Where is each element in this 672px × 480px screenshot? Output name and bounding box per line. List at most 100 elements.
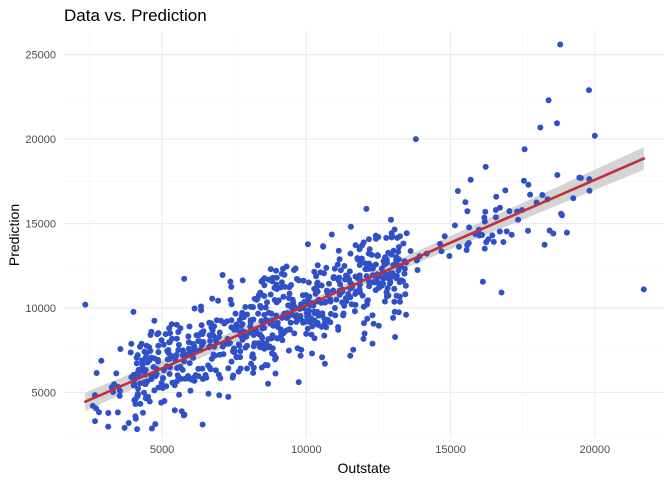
data-point bbox=[281, 271, 288, 278]
data-point bbox=[336, 291, 343, 298]
data-point bbox=[262, 304, 269, 311]
data-point bbox=[155, 349, 162, 356]
data-point bbox=[506, 208, 513, 215]
data-point bbox=[327, 296, 334, 303]
data-point bbox=[335, 277, 342, 284]
data-point bbox=[179, 352, 186, 359]
data-point bbox=[372, 261, 379, 268]
data-point bbox=[388, 230, 395, 237]
data-point bbox=[280, 293, 287, 300]
data-point bbox=[318, 323, 325, 330]
data-point bbox=[135, 385, 141, 392]
data-point bbox=[320, 243, 327, 250]
data-point bbox=[159, 375, 166, 381]
data-point bbox=[238, 312, 245, 319]
data-point bbox=[314, 288, 321, 295]
data-point bbox=[401, 270, 408, 277]
data-point bbox=[335, 247, 342, 254]
data-point bbox=[347, 352, 354, 359]
data-point bbox=[388, 216, 394, 223]
data-point bbox=[164, 356, 171, 363]
data-point bbox=[396, 279, 403, 286]
data-point bbox=[203, 374, 210, 381]
data-point bbox=[393, 292, 400, 299]
data-point bbox=[319, 354, 326, 361]
data-point bbox=[397, 298, 403, 305]
data-point bbox=[357, 257, 364, 264]
data-point bbox=[300, 277, 307, 284]
data-point bbox=[212, 367, 219, 374]
data-point bbox=[332, 312, 339, 319]
y-tick-label: 25000 bbox=[25, 50, 56, 62]
data-point bbox=[263, 340, 270, 347]
data-point bbox=[283, 327, 290, 334]
data-point bbox=[242, 344, 249, 351]
data-point bbox=[314, 280, 321, 287]
data-point bbox=[264, 362, 271, 369]
data-point bbox=[347, 250, 354, 257]
data-point bbox=[360, 239, 367, 246]
data-point bbox=[356, 262, 363, 268]
data-point bbox=[254, 295, 261, 302]
data-point bbox=[563, 229, 570, 236]
data-point bbox=[169, 379, 176, 386]
data-point bbox=[318, 282, 325, 289]
data-point bbox=[314, 262, 321, 269]
data-point bbox=[277, 333, 284, 340]
data-point bbox=[138, 340, 145, 347]
data-point bbox=[274, 319, 281, 326]
data-point bbox=[304, 241, 311, 248]
data-point bbox=[142, 395, 149, 402]
data-point bbox=[216, 392, 223, 399]
data-point bbox=[136, 367, 142, 374]
y-tick-labels: 5000 10000 15000 20000 25000 bbox=[25, 50, 56, 400]
data-point bbox=[267, 291, 274, 298]
data-point bbox=[180, 412, 187, 419]
data-point bbox=[370, 320, 377, 327]
data-point bbox=[269, 278, 276, 285]
data-point bbox=[165, 347, 172, 353]
data-point bbox=[247, 303, 254, 310]
major-gridlines bbox=[64, 31, 664, 438]
data-point bbox=[207, 337, 214, 344]
data-point bbox=[395, 256, 402, 263]
data-point bbox=[331, 305, 338, 311]
data-point bbox=[414, 267, 421, 273]
data-point bbox=[407, 248, 414, 254]
data-point bbox=[438, 248, 445, 255]
data-point bbox=[138, 357, 145, 364]
data-point bbox=[391, 285, 398, 292]
data-point bbox=[368, 251, 375, 258]
data-point bbox=[559, 212, 565, 219]
data-point bbox=[482, 208, 489, 215]
data-point bbox=[456, 243, 462, 250]
data-point bbox=[255, 310, 262, 317]
data-point bbox=[321, 270, 327, 277]
data-point bbox=[175, 364, 182, 371]
data-point bbox=[186, 360, 193, 367]
data-point bbox=[215, 297, 222, 304]
data-point bbox=[198, 329, 205, 336]
data-point bbox=[343, 272, 349, 279]
data-point bbox=[384, 274, 391, 281]
data-point bbox=[311, 310, 318, 317]
x-tick-label: 10000 bbox=[291, 444, 322, 456]
x-tick-label: 20000 bbox=[579, 444, 610, 456]
data-point bbox=[237, 348, 244, 355]
data-point bbox=[175, 347, 182, 354]
data-point bbox=[321, 332, 328, 339]
data-point bbox=[482, 163, 489, 170]
data-point bbox=[257, 289, 264, 296]
data-point bbox=[576, 174, 583, 181]
data-point bbox=[220, 351, 227, 358]
data-point bbox=[199, 421, 206, 428]
data-point bbox=[451, 222, 458, 229]
data-point bbox=[139, 362, 146, 369]
data-point bbox=[464, 242, 471, 249]
data-point bbox=[185, 333, 192, 340]
data-point bbox=[134, 426, 141, 433]
data-point bbox=[128, 374, 135, 381]
data-point bbox=[356, 244, 363, 251]
data-point bbox=[336, 256, 343, 263]
data-point bbox=[304, 325, 311, 332]
